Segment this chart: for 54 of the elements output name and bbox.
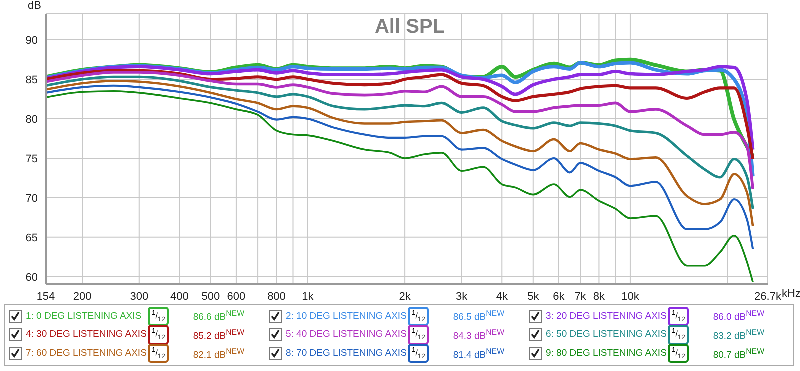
x-tick-label: 26.7k <box>754 290 782 303</box>
x-tick-label: 10k <box>622 290 640 303</box>
text: 83.2 dB$^{NEW}$ <box>713 328 765 342</box>
text: $^{1}$/$_{12}$ <box>152 328 166 342</box>
text: 4: 30 DEG LISTENING AXIS <box>26 329 147 340</box>
x-tick-label: 600 <box>227 290 246 303</box>
text: $^{1}$/$_{12}$ <box>152 347 166 360</box>
x-tick-label: 200 <box>73 290 92 303</box>
text: 84.3 dB$^{NEW}$ <box>453 328 505 342</box>
text: 86.5 dB$^{NEW}$ <box>453 309 505 324</box>
x-tick-label: 3k <box>456 290 468 303</box>
y-tick-label: 75 <box>26 153 38 166</box>
y-tick-label: 80 <box>26 114 38 126</box>
text: 5: 40 DEG LISTENING AXIS <box>286 329 407 340</box>
x-tick-label: 7k <box>574 290 587 303</box>
text: $^{1}$/$_{12}$ <box>672 347 686 360</box>
x-tick-label: 400 <box>170 290 189 303</box>
text: 80.7 dB$^{NEW}$ <box>713 346 765 361</box>
chart-title: All SPL <box>374 16 446 39</box>
y-tick-label: 85 <box>26 74 38 86</box>
x-tick-label: 8k <box>593 290 606 303</box>
y-axis-title: dB <box>28 0 42 12</box>
y-tick-label: 65 <box>26 232 38 244</box>
text: $^{1}$/$_{12}$ <box>672 328 686 342</box>
x-tick-label: 500 <box>202 290 220 303</box>
x-tick-label: 154 <box>36 290 56 303</box>
x-tick-label: 800 <box>268 290 286 303</box>
text: 86.6 dB$^{NEW}$ <box>193 309 245 324</box>
x-tick-label: 5k <box>528 290 540 303</box>
y-tick-label: 60 <box>26 272 38 284</box>
text: 7: 60 DEG LISTENING AXIS <box>26 348 147 360</box>
text: 2: 10 DEG LISTENING AXIS <box>286 310 407 322</box>
text: 1: 0 DEG LISTENING AXIS <box>26 310 143 322</box>
text: 85.2 dB$^{NEW}$ <box>193 328 245 342</box>
text: $^{1}$/$_{12}$ <box>412 310 426 323</box>
text: 6: 50 DEG LISTENING AXIS <box>546 329 667 340</box>
y-tick-label: 70 <box>26 192 38 205</box>
x-tick-label: 1k <box>302 290 314 303</box>
x-axis-title: kHz <box>782 288 800 300</box>
text: 8: 70 DEG LISTENING AXIS <box>286 348 407 360</box>
text: $^{1}$/$_{12}$ <box>412 347 426 360</box>
text: 86.0 dB$^{NEW}$ <box>713 309 765 324</box>
x-tick-label: 2k <box>399 290 412 303</box>
y-tick-label: 90 <box>26 34 38 47</box>
text: 82.1 dB$^{NEW}$ <box>193 346 245 361</box>
text: $^{1}$/$_{12}$ <box>412 328 426 342</box>
x-tick-label: 6k <box>553 290 566 303</box>
text: 9: 80 DEG LISTENING AXIS <box>546 348 667 360</box>
text: 3: 20 DEG LISTENING AXIS <box>546 310 667 322</box>
text: 81.4 dB$^{NEW}$ <box>453 346 505 361</box>
text: $^{1}$/$_{12}$ <box>148 306 170 326</box>
x-tick-label: 4k <box>496 290 508 303</box>
x-tick-label: 300 <box>130 290 149 303</box>
text: $^{1}$/$_{12}$ <box>672 310 686 323</box>
